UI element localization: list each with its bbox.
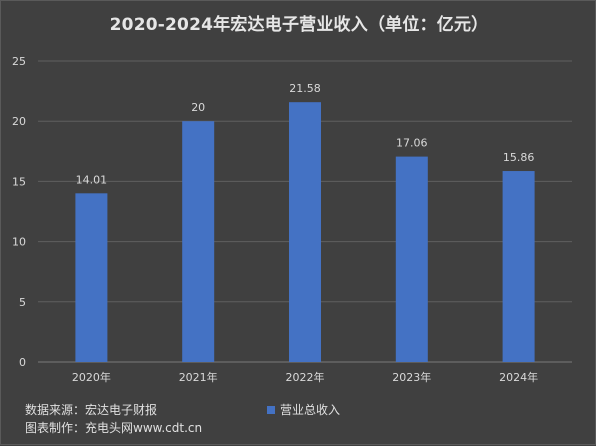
data-source-note: 数据来源：宏达电子财报 (25, 403, 158, 417)
y-tick-label: 15 (12, 175, 26, 188)
legend-label: 营业总收入 (280, 403, 341, 417)
bar (289, 102, 321, 362)
legend: 营业总收入 (267, 401, 340, 418)
x-tick-label: 2024年 (499, 370, 538, 384)
data-label: 20 (191, 101, 205, 114)
x-tick-label: 2021年 (179, 370, 218, 384)
bar (182, 121, 215, 362)
chart-credit-note: 图表制作：充电头网www.cdt.cn (25, 421, 203, 435)
x-tick-label: 2020年 (72, 370, 111, 384)
data-label: 15.86 (503, 151, 535, 164)
bar (395, 156, 428, 362)
y-tick-label: 5 (19, 296, 26, 309)
y-tick-label: 10 (12, 236, 26, 249)
data-label: 17.06 (396, 137, 428, 150)
y-tick-label: 0 (19, 356, 26, 369)
bar (75, 193, 108, 362)
data-label: 21.58 (289, 82, 321, 95)
legend-swatch (267, 405, 275, 414)
y-tick-label: 25 (12, 55, 26, 68)
bar (502, 171, 535, 362)
chart-title: 2020-2024年宏达电子营业收入（单位：亿元） (109, 15, 489, 35)
y-tick-label: 20 (12, 115, 26, 128)
x-tick-label: 2022年 (286, 370, 325, 384)
x-tick-label: 2023年 (392, 370, 431, 384)
data-label: 14.01 (76, 173, 108, 186)
